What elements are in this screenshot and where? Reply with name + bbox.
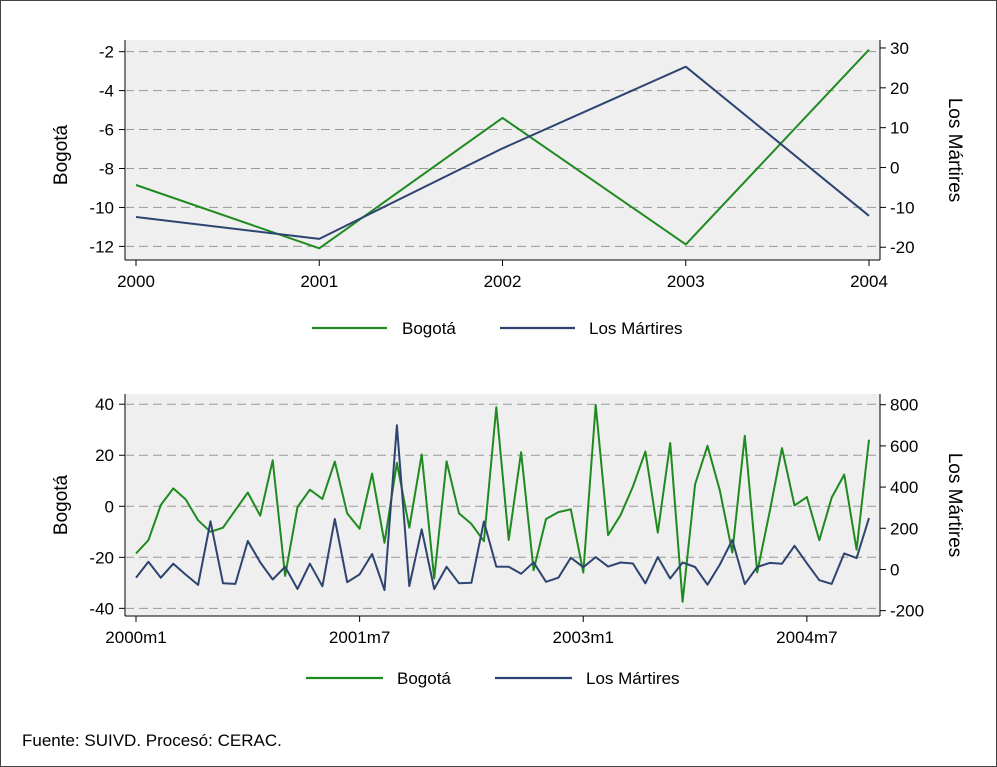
annual-left-axis: -2 -4 -6 -8 -10 -12: [89, 43, 125, 256]
x-tick-label: 2001m7: [329, 628, 390, 647]
right-tick-label: 400: [890, 478, 918, 497]
x-tick-label: 2000m1: [105, 628, 166, 647]
left-tick-label: -6: [99, 121, 114, 140]
annual-legend: Bogotá Los Mártires: [312, 319, 683, 338]
left-tick-label: -40: [89, 599, 114, 618]
series-line-bogota: [135, 404, 870, 603]
x-tick-label: 2001: [300, 272, 338, 291]
x-tick-label: 2003: [667, 272, 705, 291]
left-tick-label: -20: [89, 548, 114, 567]
right-tick-label: -200: [890, 602, 924, 621]
x-tick-label: 2003m1: [553, 628, 614, 647]
monthly-right-axis: 800 600 400 200 0 -200: [880, 396, 924, 621]
left-tick-label: -8: [99, 159, 114, 178]
series-line-los-martires: [135, 424, 870, 592]
right-tick-label: 200: [890, 519, 918, 538]
left-tick-label: -4: [99, 82, 114, 101]
annual-x-axis: 2000 2001 2002 2003 2004: [117, 260, 888, 291]
monthly-right-axis-label: Los Mártires: [944, 453, 965, 558]
annual-legend-bogota-label: Bogotá: [402, 319, 456, 338]
left-tick-label: -12: [89, 237, 114, 256]
right-tick-label: -10: [890, 198, 915, 217]
monthly-series: [135, 404, 870, 603]
monthly-legend-bogota-label: Bogotá: [397, 669, 451, 688]
right-tick-label: 800: [890, 396, 918, 415]
monthly-plot-area: [125, 394, 880, 616]
right-tick-label: 600: [890, 437, 918, 456]
annual-left-axis-label: Bogotá: [51, 124, 72, 185]
monthly-gridlines: [124, 394, 881, 617]
left-tick-label: 40: [95, 395, 114, 414]
annual-right-axis: 30 20 10 0 -10 -20: [880, 39, 915, 257]
left-tick-label: 20: [95, 446, 114, 465]
x-tick-label: 2000: [117, 272, 155, 291]
annual-plot-area: [125, 40, 880, 260]
right-tick-label: 0: [890, 159, 899, 178]
annual-legend-martires-label: Los Mártires: [589, 319, 683, 338]
x-tick-label: 2002: [484, 272, 522, 291]
left-tick-label: -2: [99, 43, 114, 62]
monthly-left-axis: 40 20 0 -20 -40: [89, 395, 125, 618]
right-tick-label: 0: [890, 560, 899, 579]
left-tick-label: -10: [89, 198, 114, 217]
right-tick-label: 20: [890, 79, 909, 98]
monthly-left-axis-label: Bogotá: [51, 474, 72, 535]
series-line-los-martires: [135, 65, 870, 240]
right-tick-label: 30: [890, 39, 909, 58]
annual-series: [135, 49, 870, 250]
source-note: Fuente: SUIVD. Procesó: CERAC.: [22, 731, 282, 750]
x-tick-label: 2004m7: [776, 628, 837, 647]
monthly-legend: Bogotá Los Mártires: [306, 669, 680, 688]
monthly-x-axis: 2000m1 2001m7 2003m1 2004m7: [105, 616, 838, 647]
x-tick-label: 2004: [850, 272, 888, 291]
right-tick-label: 10: [890, 119, 909, 138]
series-line-bogota: [135, 49, 870, 250]
right-tick-label: -20: [890, 238, 915, 257]
left-tick-label: 0: [105, 497, 114, 516]
annual-right-axis-label: Los Mártires: [944, 98, 965, 203]
monthly-legend-martires-label: Los Mártires: [586, 669, 680, 688]
